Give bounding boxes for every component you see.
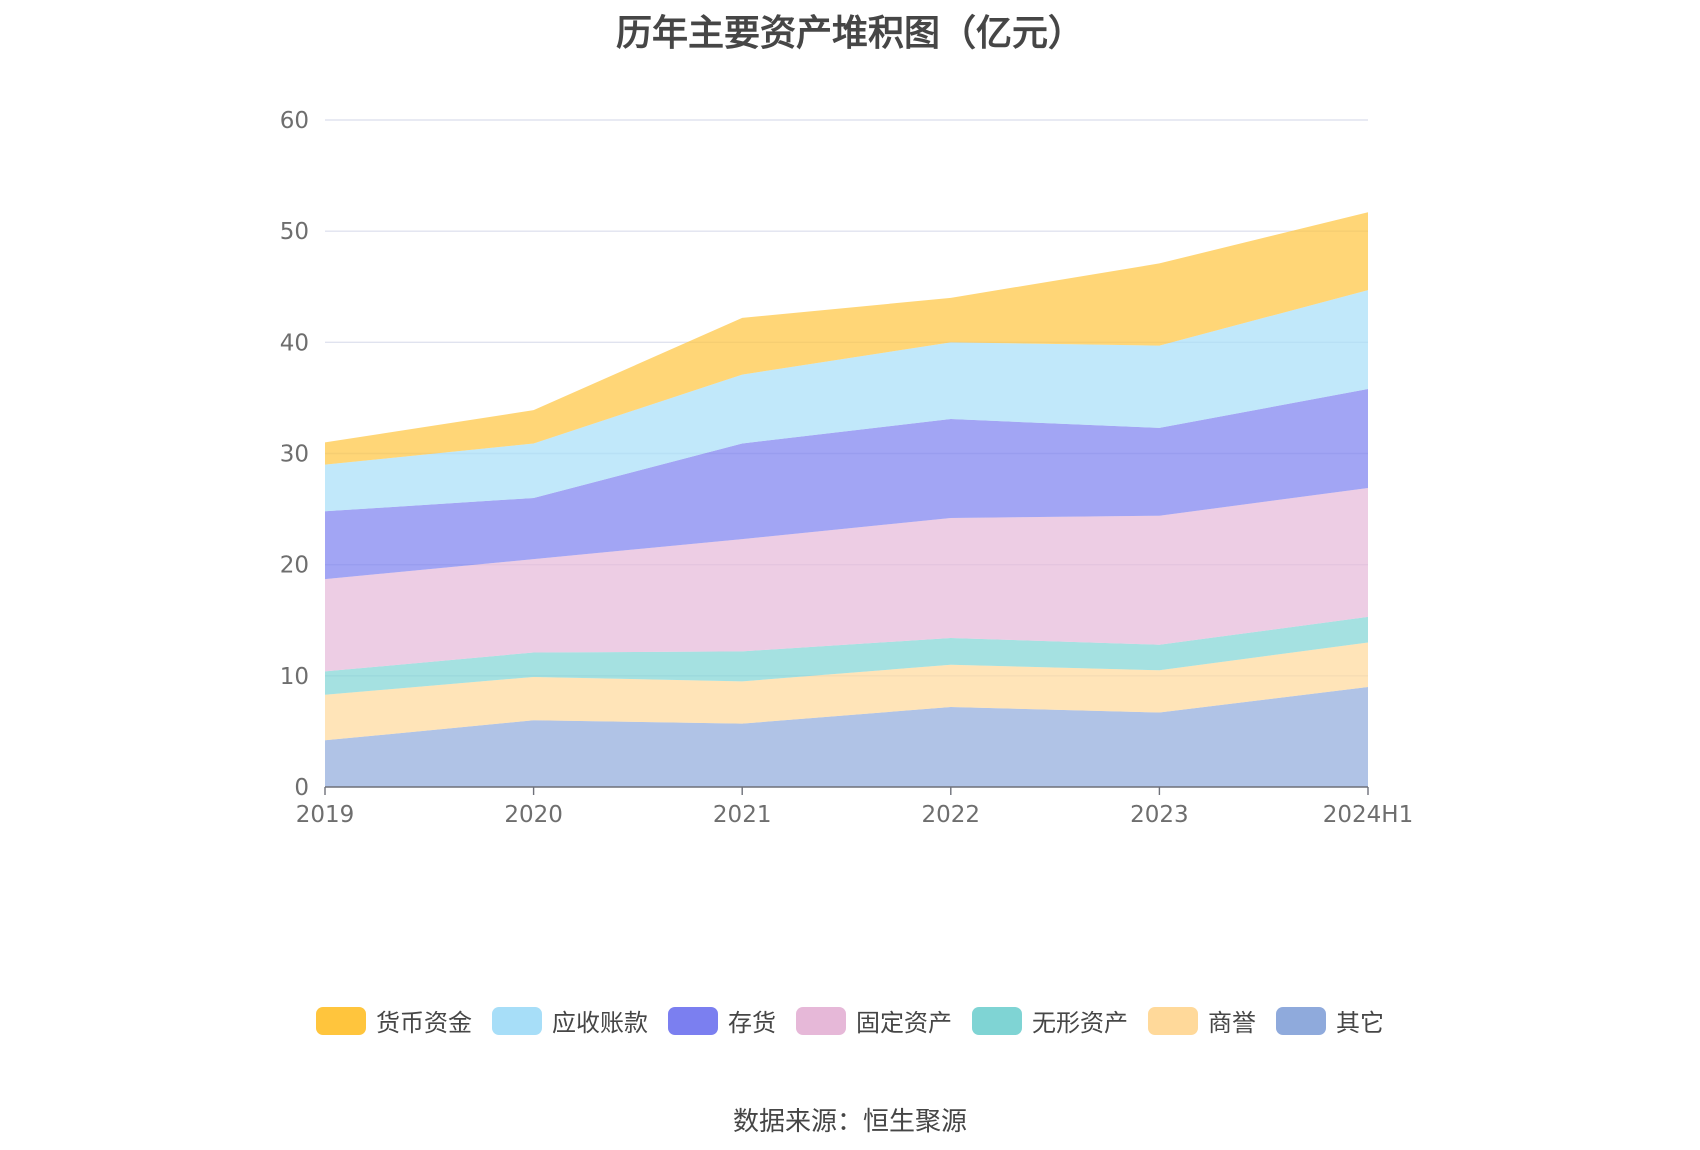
legend-item[interactable]: 其它 <box>1276 1003 1384 1038</box>
y-tick-label: 20 <box>280 553 309 579</box>
x-tick-label: 2021 <box>713 802 772 828</box>
legend-swatch <box>972 1006 1022 1035</box>
legend-label: 商誉 <box>1208 1009 1256 1037</box>
x-tick-label: 2024H1 <box>1323 802 1413 828</box>
legend-swatch <box>668 1006 718 1035</box>
x-tick-label: 2023 <box>1130 802 1189 828</box>
legend-item[interactable]: 固定资产 <box>796 1003 952 1038</box>
legend-item[interactable]: 应收账款 <box>492 1003 648 1038</box>
chart-title: 历年主要资产堆积图（亿元） <box>615 13 1084 54</box>
y-tick-label: 40 <box>280 330 309 356</box>
legend-label: 固定资产 <box>856 1009 952 1037</box>
legend-swatch <box>1276 1006 1326 1035</box>
area-series-1[interactable]: 商誉 <box>325 642 1368 741</box>
legend-item[interactable]: 商誉 <box>1148 1003 1256 1038</box>
area-series-4[interactable]: 存货 <box>325 389 1368 580</box>
legend-swatch <box>492 1006 542 1035</box>
area-series-5[interactable]: 应收账款 <box>325 290 1368 512</box>
area-series-3[interactable]: 固定资产 <box>325 487 1368 672</box>
legend-swatch <box>1148 1006 1198 1035</box>
y-tick-label: 0 <box>294 775 309 801</box>
legend-label: 存货 <box>728 1009 776 1037</box>
area-series-0[interactable]: 其它 <box>325 686 1368 787</box>
x-tick-label: 2019 <box>296 802 355 828</box>
y-tick-label: 60 <box>280 108 309 134</box>
legend-item[interactable]: 货币资金 <box>316 1003 472 1038</box>
chart-legend: 货币资金 应收账款 存货 固定资产 无形资产 商誉 其它 <box>0 1003 1700 1038</box>
legend-item[interactable]: 无形资产 <box>972 1003 1128 1038</box>
data-source-note: 数据来源：恒生聚源 <box>732 1107 967 1137</box>
legend-label: 其它 <box>1336 1009 1384 1037</box>
legend-label: 货币资金 <box>376 1009 472 1037</box>
x-tick-label: 2020 <box>504 802 563 828</box>
x-tick-label: 2022 <box>922 802 981 828</box>
legend-item[interactable]: 存货 <box>668 1003 776 1038</box>
y-tick-label: 10 <box>280 664 309 690</box>
legend-label: 应收账款 <box>552 1009 648 1037</box>
legend-swatch <box>316 1006 366 1035</box>
area-series-2[interactable]: 无形资产 <box>325 616 1368 695</box>
y-tick-label: 30 <box>280 442 309 468</box>
area-series-6[interactable]: 货币资金 <box>325 212 1368 465</box>
legend-swatch <box>796 1006 846 1035</box>
y-tick-label: 50 <box>280 219 309 245</box>
legend-label: 无形资产 <box>1032 1009 1128 1037</box>
